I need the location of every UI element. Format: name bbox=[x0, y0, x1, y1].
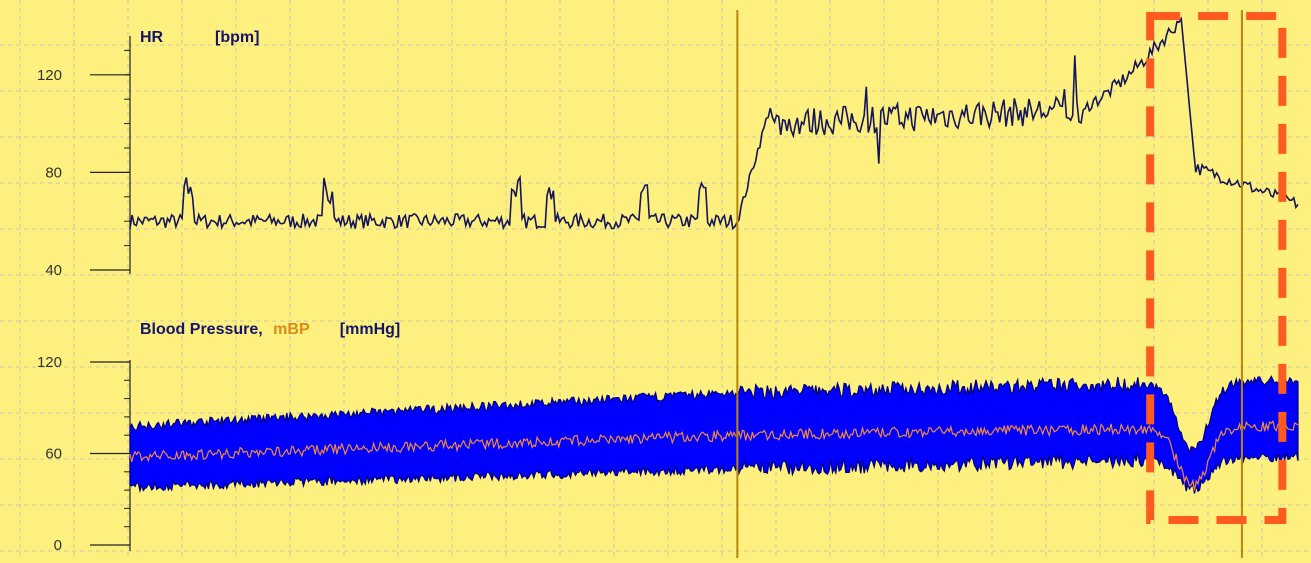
y-tick-label: 40 bbox=[45, 262, 62, 279]
bp-panel: Blood Pressure, mBP [mmHg] 120 60 0 bbox=[37, 321, 1299, 554]
y-tick-label: 0 bbox=[54, 537, 62, 554]
y-tick-label: 60 bbox=[45, 446, 62, 463]
mbp-series-line bbox=[129, 419, 1299, 491]
hr-panel: HR [bpm] 120 80 40 bbox=[37, 16, 1299, 279]
hr-series-line bbox=[129, 16, 1299, 231]
y-tick-label: 80 bbox=[45, 164, 62, 181]
y-tick-label: 120 bbox=[37, 67, 62, 84]
mbp-label: mBP bbox=[273, 321, 310, 338]
y-tick-label: 120 bbox=[37, 354, 62, 371]
bp-y-axis: 120 60 0 bbox=[37, 354, 131, 554]
bp-title: Blood Pressure, bbox=[140, 321, 263, 338]
bp-title-group: Blood Pressure, mBP [mmHg] bbox=[140, 321, 400, 338]
hr-unit: [bpm] bbox=[215, 29, 259, 46]
hr-y-axis: 120 80 40 bbox=[37, 36, 131, 279]
highlight-box bbox=[1146, 12, 1287, 524]
bp-unit: [mmHg] bbox=[340, 321, 400, 338]
hr-title: HR bbox=[140, 29, 164, 46]
